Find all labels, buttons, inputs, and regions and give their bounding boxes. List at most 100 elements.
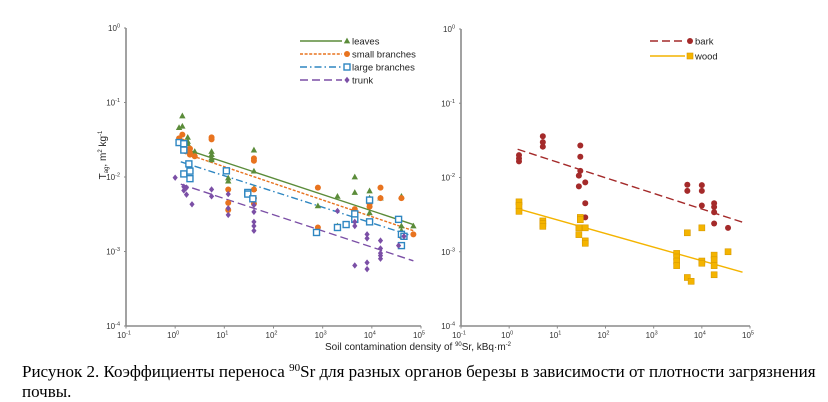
data-point	[351, 173, 358, 180]
data-point	[515, 208, 523, 215]
data-point	[225, 205, 231, 212]
data-point	[575, 224, 583, 232]
axes-left: 10-4 10-3 10-2 10-1 100 10-1 100 101 102 103 104 10…	[106, 24, 425, 341]
data-point	[351, 210, 359, 218]
legend-item: large branches	[300, 63, 415, 74]
data-point	[581, 224, 589, 232]
data-point	[377, 237, 384, 244]
data-point	[352, 262, 358, 269]
data-point	[698, 202, 705, 209]
data-point	[684, 274, 691, 281]
data-point	[687, 277, 695, 285]
data-point	[186, 167, 194, 175]
data-point	[698, 182, 705, 189]
data-point	[725, 224, 732, 231]
legend-marker	[686, 52, 694, 60]
legend-label: leaves	[352, 37, 380, 48]
data-point	[251, 208, 257, 216]
plot-area-left	[172, 112, 417, 273]
data-point	[183, 191, 190, 198]
data-point	[575, 183, 582, 190]
x-tick-label: 105	[413, 331, 425, 341]
data-point	[249, 195, 257, 203]
data-point	[515, 202, 523, 209]
data-point	[515, 158, 522, 165]
legend-marker	[687, 38, 693, 44]
data-point	[577, 167, 584, 174]
fit-line-large-branches	[180, 161, 414, 237]
fit-line-bark	[517, 148, 743, 223]
legend-marker	[343, 37, 351, 44]
series-leaves	[175, 112, 417, 234]
data-point	[183, 184, 190, 191]
legend-label: bark	[695, 37, 714, 48]
data-point	[191, 148, 198, 154]
data-point	[191, 153, 198, 160]
data-point	[225, 177, 232, 184]
y-tick-label: 10-1	[441, 99, 455, 109]
data-point	[410, 222, 417, 229]
data-point	[225, 186, 232, 193]
data-point	[710, 271, 718, 279]
data-point	[684, 187, 691, 194]
x-tick-label: 10-1	[117, 331, 131, 341]
chart-panel-left: 10-4 10-3 10-2 10-1 100 10-1 100 101 102 103 104 10…	[106, 24, 425, 341]
x-tick-label: 100	[501, 331, 513, 341]
data-point	[684, 181, 691, 188]
series-wood	[515, 198, 732, 285]
fit-line-leaves	[183, 148, 414, 226]
data-point	[577, 153, 584, 160]
legend-item: trunk	[300, 76, 373, 87]
data-point	[398, 195, 405, 202]
data-point	[377, 255, 384, 262]
data-point	[577, 142, 584, 149]
data-point	[184, 134, 191, 140]
data-point	[365, 218, 374, 226]
y-tick-label: 10-3	[441, 247, 455, 257]
legend-marker	[343, 63, 351, 71]
legend-label: wood	[694, 52, 718, 63]
data-point	[312, 228, 321, 237]
fit-line-trunk	[180, 183, 414, 262]
data-point	[250, 167, 258, 174]
chart-panel-right: 10-4 10-3 10-2 10-1 100 10-1 100 101 102 103 104 10…	[441, 25, 754, 341]
data-point	[398, 222, 405, 229]
data-point	[342, 220, 350, 229]
data-point	[180, 146, 188, 154]
data-point	[244, 190, 252, 198]
data-point	[377, 195, 384, 202]
data-point	[351, 189, 358, 195]
data-point	[352, 222, 358, 230]
data-point	[225, 199, 232, 206]
y-tick-label: 10-1	[106, 98, 120, 108]
data-point	[581, 239, 589, 247]
x-tick-label: 101	[549, 331, 561, 341]
legend-marker	[344, 76, 350, 84]
data-point	[352, 218, 358, 226]
figure-caption: Рисунок 2. Коэффициенты переноса 90Sr дл…	[22, 362, 822, 402]
x-tick-label: 102	[598, 331, 610, 341]
legend-item: wood	[650, 52, 718, 63]
data-point	[364, 265, 370, 273]
legend-label: small branches	[352, 50, 416, 61]
data-point	[698, 224, 706, 232]
data-point	[180, 170, 188, 178]
fit-line-small-branches	[183, 152, 414, 232]
data-point	[180, 139, 188, 148]
series-bark	[515, 133, 732, 231]
x-axis-title: Soil contamination density of 90Sr, kBq·…	[325, 342, 512, 353]
y-tick-label: 10-3	[106, 247, 120, 257]
y-axis-title: Tag, m2 kg-1	[98, 130, 110, 179]
y-tick-label: 10-4	[441, 322, 455, 332]
data-point	[250, 186, 257, 193]
legend-marker	[344, 51, 350, 57]
data-point	[251, 227, 257, 234]
data-point	[711, 204, 718, 211]
series-trunk	[172, 174, 407, 273]
data-point	[673, 262, 680, 269]
x-tick-label: 101	[216, 331, 228, 341]
legend-label: large branches	[352, 63, 415, 74]
data-point	[179, 131, 186, 138]
data-point	[582, 214, 589, 221]
caption-prefix: Рисунок 2. Коэффициенты переноса	[22, 362, 290, 381]
